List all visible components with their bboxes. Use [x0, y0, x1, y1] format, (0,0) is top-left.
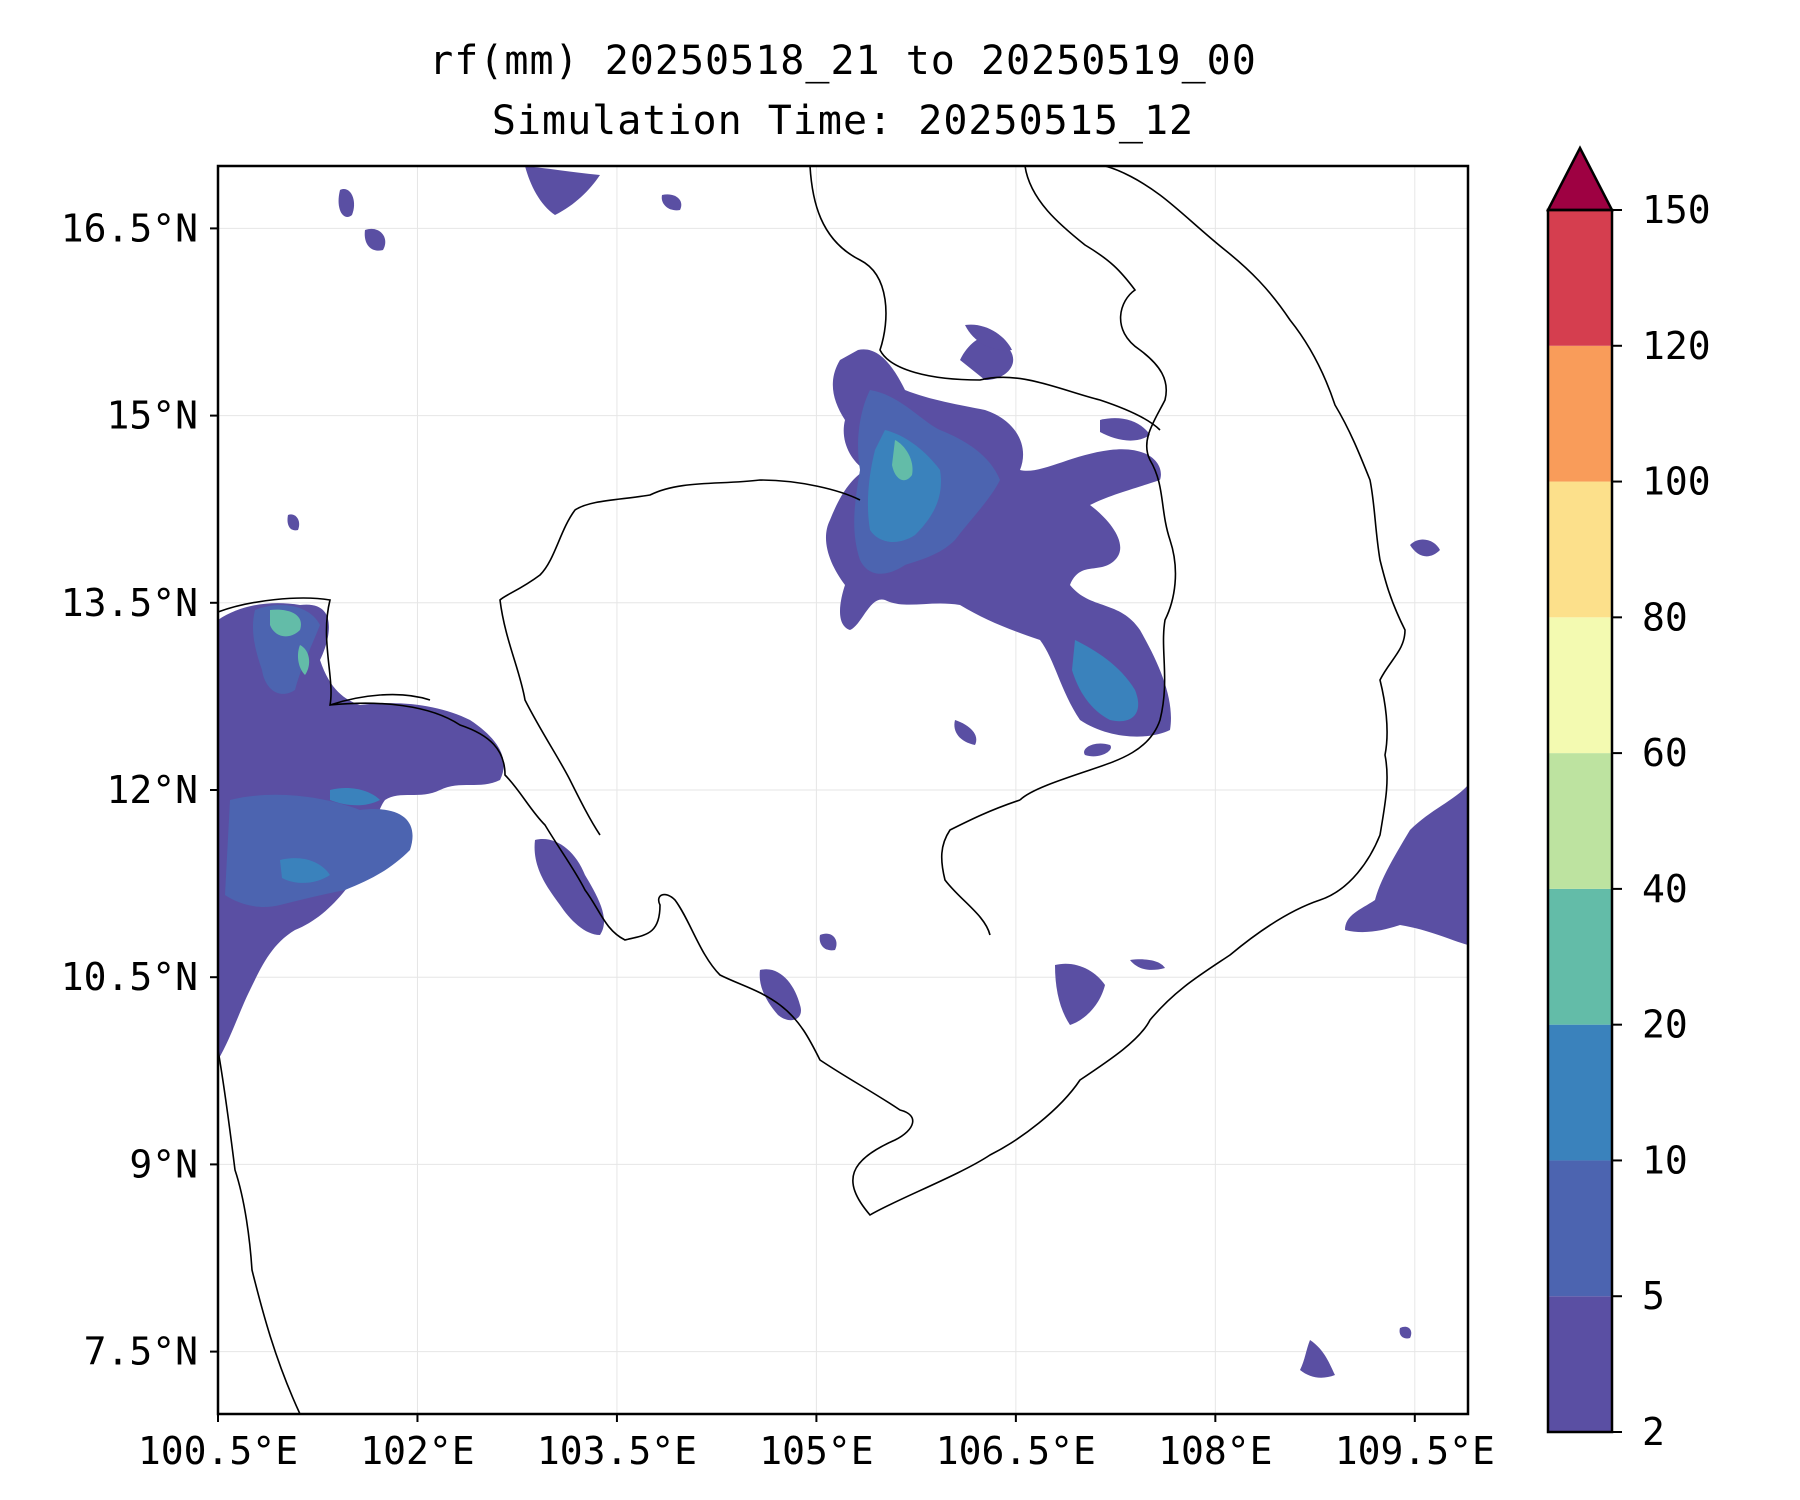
- rain-area: [252, 605, 320, 694]
- rain-area: [1345, 785, 1468, 945]
- rain-area: [819, 933, 837, 951]
- colorbar-tick-label: 10: [1642, 1138, 1688, 1182]
- colorbar-tick-label: 20: [1642, 1003, 1688, 1047]
- lon-tick-label: 109.5°E: [1335, 1429, 1495, 1473]
- colorbar-tick-label: 80: [1642, 595, 1688, 639]
- colorbar-tick-label: 5: [1642, 1274, 1665, 1318]
- border: [1019, 166, 1177, 801]
- lon-tick-label: 100.5°E: [138, 1429, 298, 1473]
- lon-tick-label: 108°E: [1158, 1429, 1272, 1473]
- lon-tick-label: 106.5°E: [936, 1429, 1096, 1473]
- rainfall-shading: [218, 166, 1468, 1378]
- rain-area: [534, 839, 605, 935]
- coastlines-borders: [218, 166, 1406, 1414]
- colorbar-tick-label: 100: [1642, 460, 1711, 504]
- rain-area: [287, 514, 300, 531]
- lat-tick-label: 12°N: [106, 768, 198, 812]
- rain-area: [330, 788, 380, 806]
- colorbar-extend-arrow: [1545, 145, 1615, 212]
- colorbar-segment: [1548, 888, 1612, 1025]
- rain-area: [280, 858, 330, 883]
- colorbar-segment: [1548, 1296, 1612, 1432]
- colorbar-segment: [1548, 1160, 1612, 1297]
- border: [499, 479, 861, 836]
- rain-area: [759, 969, 801, 1021]
- colorbar-tick-label: 40: [1642, 867, 1688, 911]
- lon-tick-label: 105°E: [759, 1429, 873, 1473]
- rain-area: [892, 440, 913, 481]
- lat-tick-label: 13.5°N: [61, 581, 198, 625]
- lon-tick-label: 103.5°E: [537, 1429, 697, 1473]
- colorbar-tick-label: 2: [1642, 1410, 1665, 1454]
- border: [809, 166, 1161, 431]
- lat-tick-label: 9°N: [129, 1142, 198, 1186]
- rain-area: [1130, 959, 1165, 970]
- map-axes: 100.5°E 102°E 103.5°E 105°E 106.5°E 108°E 109.…: [61, 206, 1495, 1473]
- lon-tick-label: 102°E: [360, 1429, 474, 1473]
- rain-area: [297, 645, 310, 675]
- border: [940, 799, 1021, 936]
- colorbar-segment: [1548, 617, 1612, 754]
- lat-tick-label: 10.5°N: [61, 955, 198, 999]
- map-subtitle: Simulation Time: 20250515_12: [491, 98, 1195, 144]
- rain-area: [965, 324, 1012, 351]
- rain-area: [1072, 640, 1139, 722]
- rain-area: [1300, 1340, 1335, 1378]
- colorbar-tick-label: 150: [1642, 188, 1711, 232]
- rain-area: [338, 189, 355, 218]
- lat-tick-label: 7.5°N: [84, 1330, 198, 1374]
- rain-area: [225, 794, 413, 907]
- rain-area: [270, 609, 301, 637]
- colorbar-tick-label: 60: [1642, 731, 1688, 775]
- rain-area: [661, 194, 682, 211]
- gridlines: [217, 166, 1468, 1414]
- rain-area: [867, 430, 941, 542]
- lat-tick-label: 16.5°N: [61, 206, 198, 250]
- rain-area: [1055, 963, 1105, 1025]
- coastline: [218, 166, 1406, 1217]
- colorbar-segment: [1548, 753, 1612, 889]
- colorbar-segment: [1548, 345, 1612, 482]
- rain-area: [1084, 743, 1111, 757]
- colorbar-segment: [1548, 210, 1612, 346]
- lat-tick-label: 15°N: [106, 394, 198, 438]
- colorbar-segment: [1548, 1024, 1612, 1161]
- rain-area: [1410, 539, 1440, 557]
- rain-area: [364, 228, 386, 251]
- colorbar-segment: [1548, 481, 1612, 618]
- rain-area: [954, 720, 977, 745]
- colorbar-tick-label: 120: [1642, 324, 1711, 368]
- border: [329, 693, 431, 706]
- rain-area: [1100, 418, 1150, 441]
- colorbar: 2 5 10 20 40 60 80 100 120 150: [1545, 145, 1711, 1454]
- colorbar-frame: [1546, 208, 1614, 1434]
- rain-area: [525, 166, 600, 215]
- coastline: [218, 1049, 301, 1414]
- map-title: rf(mm) 20250518_21 to 20250519_00: [429, 38, 1257, 84]
- rain-area: [1399, 1326, 1412, 1339]
